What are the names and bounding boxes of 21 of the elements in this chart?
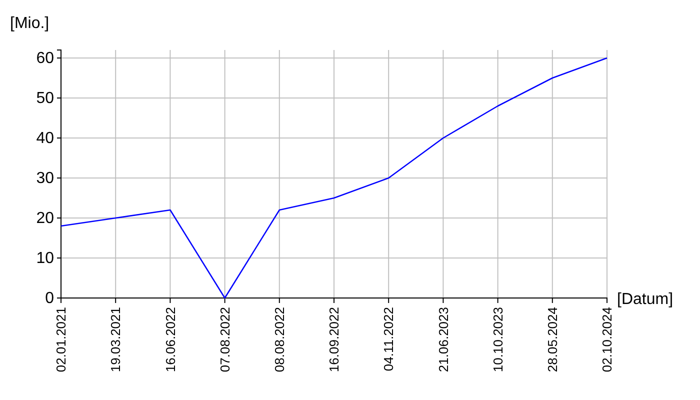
y-tick-label: 20 <box>36 210 54 228</box>
y-tick-label: 50 <box>36 90 54 108</box>
x-tick-label: 04.11.2022 <box>381 307 396 372</box>
x-tick-label: 19.03.2021 <box>108 307 124 372</box>
x-tick-label: 21.06.2023 <box>436 307 451 372</box>
x-tick-label: 28.05.2024 <box>544 307 560 372</box>
x-tick-label: 02.10.2024 <box>600 307 615 372</box>
y-axis-title: [Mio.] <box>10 15 50 32</box>
y-tick-label: 0 <box>45 290 54 308</box>
x-tick-label: 10.10.2023 <box>490 307 506 372</box>
x-tick-label: 07.08.2022 <box>217 307 232 372</box>
x-axis-title: [Datum] <box>617 291 674 308</box>
line-series <box>60 57 608 299</box>
x-tick-label: 16.06.2022 <box>162 307 178 372</box>
y-tick-label: 30 <box>36 170 54 188</box>
y-tick-label: 60 <box>36 50 54 68</box>
x-tick-label: 08.08.2022 <box>272 307 287 372</box>
x-tick-label: 02.01.2021 <box>54 307 69 372</box>
y-tick-label: 40 <box>36 130 54 148</box>
x-tick-label: 16.09.2022 <box>326 307 342 372</box>
y-tick-label: 10 <box>36 250 54 268</box>
